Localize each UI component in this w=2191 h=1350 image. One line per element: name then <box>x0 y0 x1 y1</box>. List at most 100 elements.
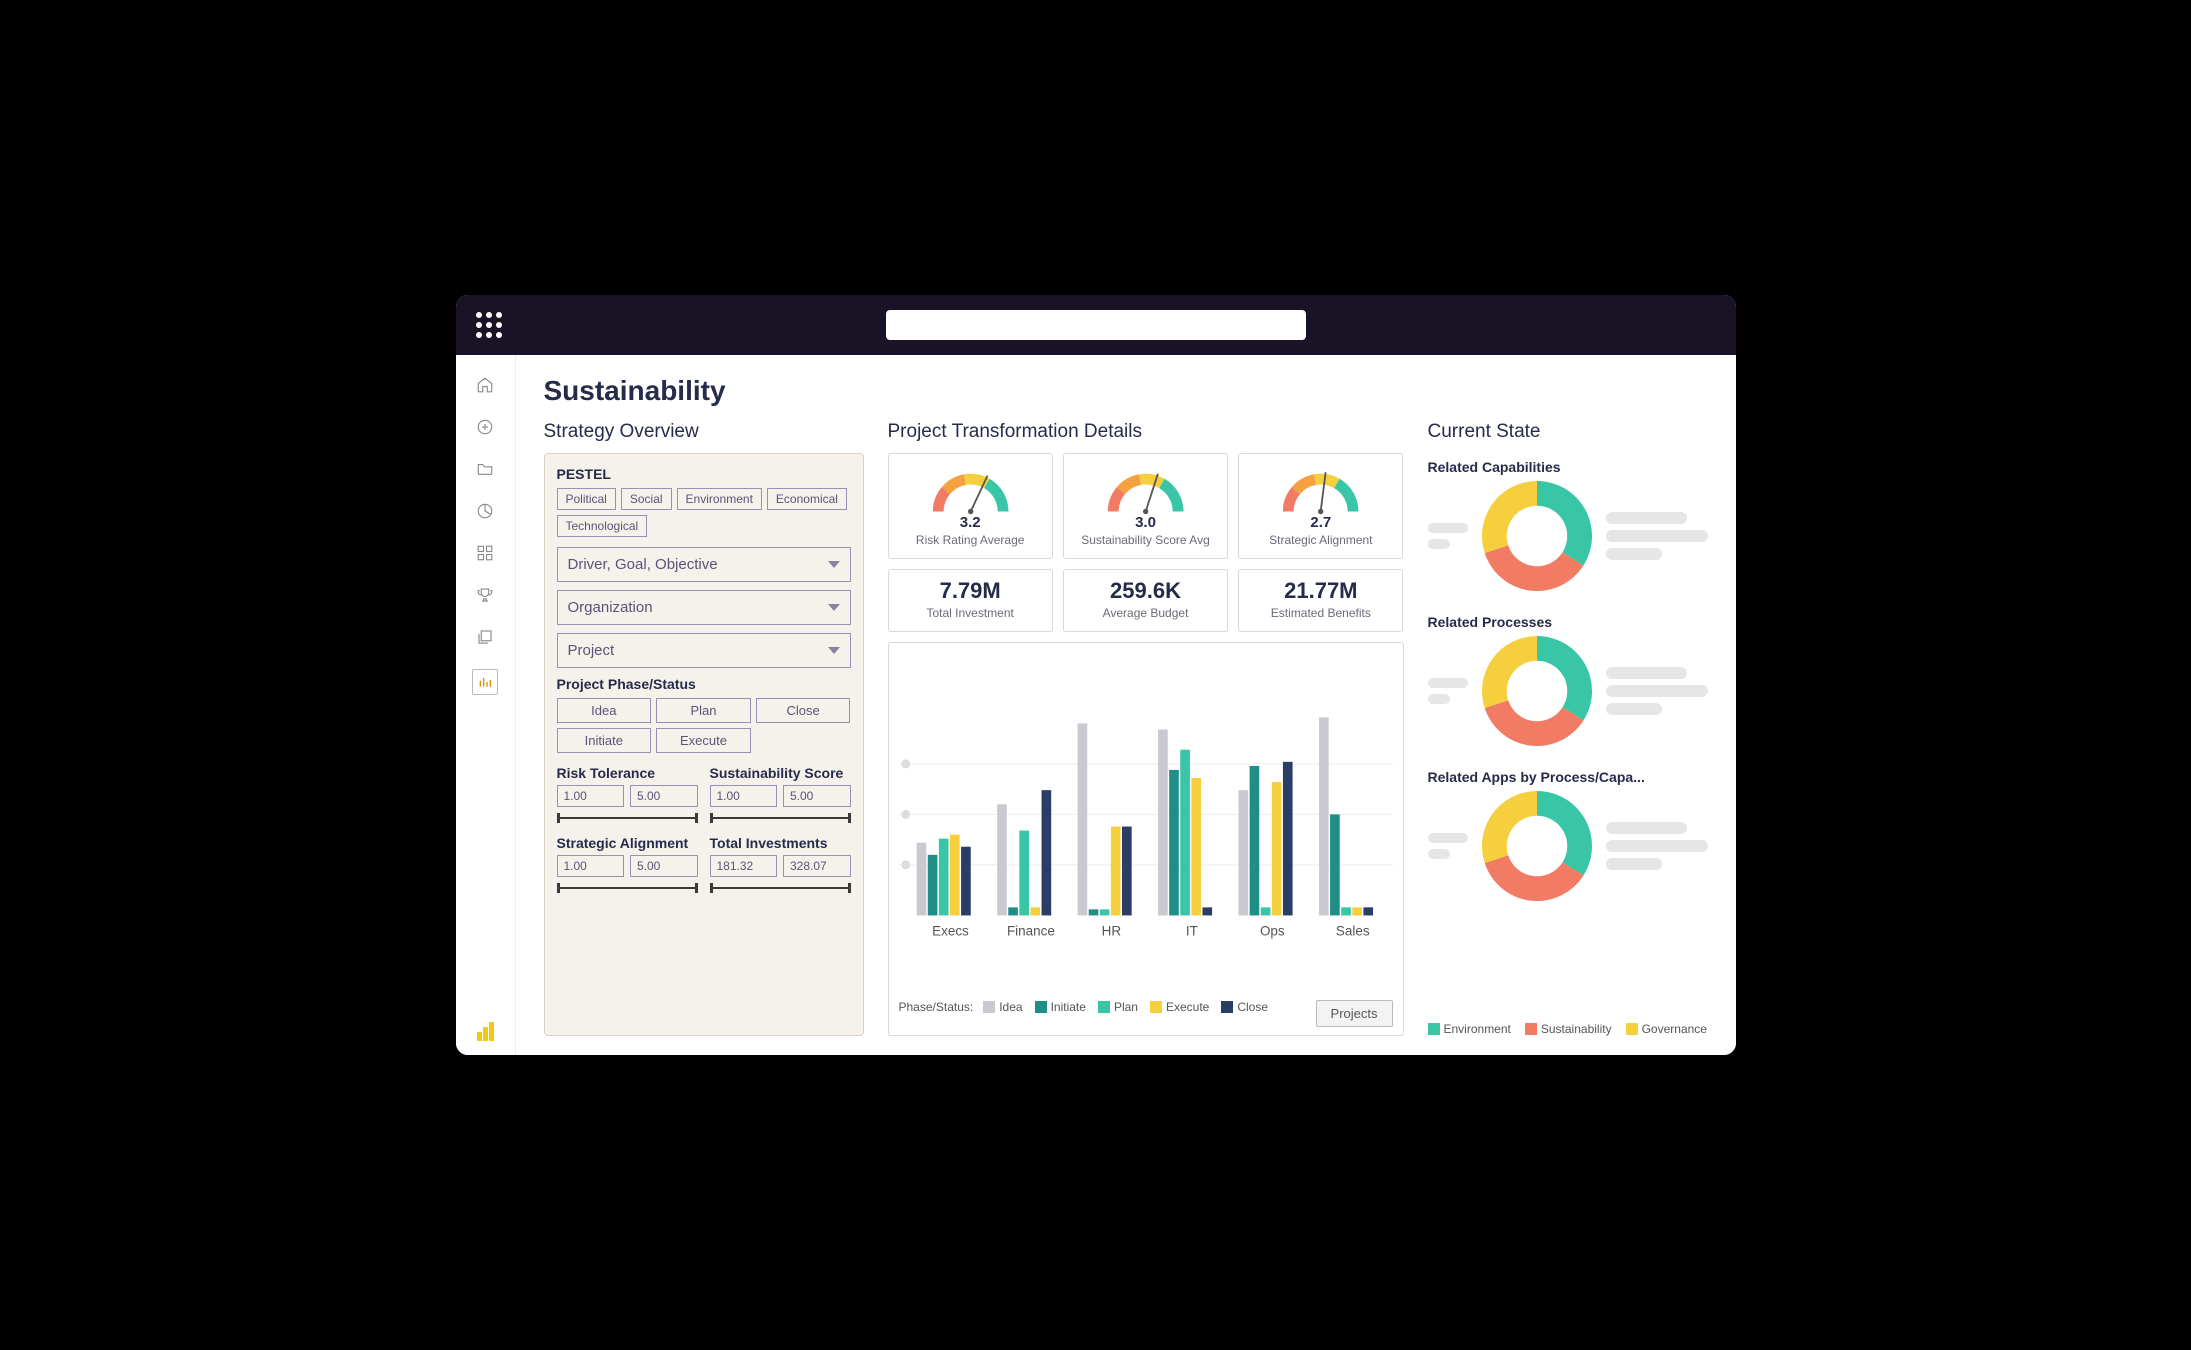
phase-button[interactable]: Close <box>756 698 851 723</box>
url-bar[interactable] <box>886 310 1306 340</box>
svg-text:Finance: Finance <box>1006 924 1054 939</box>
dropdown[interactable]: Project <box>557 633 851 668</box>
phase-button[interactable]: Execute <box>656 728 751 753</box>
folder-icon[interactable] <box>475 459 495 479</box>
gauge-label: Sustainability Score Avg <box>1070 533 1221 548</box>
range-block: Total Investments 181.32 328.07 <box>710 835 851 895</box>
legend-item: Plan <box>1098 1000 1138 1014</box>
kpi-value: 21.77M <box>1245 578 1396 604</box>
pestel-pill[interactable]: Technological <box>557 515 648 537</box>
skeleton <box>1428 678 1468 710</box>
phase-button[interactable]: Idea <box>557 698 652 723</box>
pestel-pill[interactable]: Social <box>621 488 672 510</box>
gauges-row: 3.2Risk Rating Average3.0Sustainability … <box>888 453 1404 559</box>
app-window: Sustainability Strategy Overview PESTEL … <box>456 295 1736 1055</box>
legend-item: Execute <box>1150 1000 1209 1014</box>
donut-section: Related Capabilities <box>1428 453 1708 608</box>
kpi-label: Average Budget <box>1070 606 1221 621</box>
sidebar <box>456 355 516 1055</box>
phase-button[interactable]: Plan <box>656 698 751 723</box>
trophy-icon[interactable] <box>475 585 495 605</box>
legend-item: Sustainability <box>1525 1022 1612 1036</box>
donut-chart <box>1482 481 1592 596</box>
skeleton <box>1428 833 1468 865</box>
donut-section-title: Related Processes <box>1428 614 1708 630</box>
gauge-card: 3.2Risk Rating Average <box>888 453 1053 559</box>
pestel-pill[interactable]: Economical <box>767 488 847 510</box>
stack-icon[interactable] <box>475 627 495 647</box>
donut-chart <box>1482 636 1592 751</box>
gauge-label: Strategic Alignment <box>1245 533 1396 548</box>
range-slider[interactable] <box>710 881 851 895</box>
kpi-value: 7.79M <box>895 578 1046 604</box>
legend-items: IdeaInitiatePlanExecuteClose <box>983 1000 1268 1014</box>
current-title: Current State <box>1428 421 1708 443</box>
range-max[interactable]: 328.07 <box>783 855 851 877</box>
svg-text:HR: HR <box>1101 924 1121 939</box>
strategy-column: Strategy Overview PESTEL PoliticalSocial… <box>544 421 864 1036</box>
donut-section-title: Related Apps by Process/Capa... <box>1428 769 1708 785</box>
svg-text:Ops: Ops <box>1259 924 1284 939</box>
skeleton <box>1606 667 1708 721</box>
strategy-panel: PESTEL PoliticalSocialEnvironmentEconomi… <box>544 453 864 1036</box>
dropdown[interactable]: Driver, Goal, Objective <box>557 547 851 582</box>
range-slider[interactable] <box>557 881 698 895</box>
gauge-card: 2.7 Strategic Alignment <box>1238 453 1403 559</box>
svg-text:Sales: Sales <box>1335 924 1369 939</box>
legend-title: Phase/Status: <box>899 1000 974 1014</box>
donut-section: Related Apps by Process/Capa... <box>1428 763 1708 918</box>
range-slider[interactable] <box>557 811 698 825</box>
range-max[interactable]: 5.00 <box>630 785 698 807</box>
phase-label: Project Phase/Status <box>557 676 851 692</box>
app-grid-icon[interactable] <box>476 312 502 338</box>
chevron-down-icon <box>828 604 840 611</box>
svg-text:Execs: Execs <box>932 924 969 939</box>
apps-icon[interactable] <box>475 543 495 563</box>
kpi-label: Estimated Benefits <box>1245 606 1396 621</box>
range-block: Strategic Alignment 1.00 5.00 <box>557 835 698 895</box>
pestel-pill[interactable]: Environment <box>677 488 762 510</box>
legend-item: Environment <box>1428 1022 1511 1036</box>
home-icon[interactable] <box>475 375 495 395</box>
pestel-pill[interactable]: Political <box>557 488 616 510</box>
add-icon[interactable] <box>475 417 495 437</box>
kpi-card: 7.79M Total Investment <box>888 569 1053 632</box>
pestel-row: PoliticalSocialEnvironmentEconomical Tech… <box>557 488 851 537</box>
chevron-down-icon <box>828 561 840 568</box>
svg-text:IT: IT <box>1185 924 1197 939</box>
chevron-down-icon <box>828 647 840 654</box>
legend-item: Idea <box>983 1000 1022 1014</box>
range-max[interactable]: 5.00 <box>630 855 698 877</box>
phase-button[interactable]: Initiate <box>557 728 652 753</box>
titlebar <box>456 295 1736 355</box>
chart-icon[interactable] <box>472 669 498 695</box>
dropdowns: Driver, Goal, Objective Organization Proje… <box>557 547 851 668</box>
range-label: Strategic Alignment <box>557 835 698 851</box>
legend-item: Governance <box>1626 1022 1707 1036</box>
strategy-title: Strategy Overview <box>544 421 864 443</box>
kpis-row: 7.79M Total Investment 259.6K Average Budge… <box>888 569 1404 632</box>
pestel-label: PESTEL <box>557 466 851 482</box>
range-min[interactable]: 1.00 <box>710 785 778 807</box>
range-block: Risk Tolerance 1.00 5.00 <box>557 765 698 825</box>
page-title: Sustainability <box>544 375 1708 407</box>
kpi-label: Total Investment <box>895 606 1046 621</box>
gauge-value: 2.7 <box>1245 514 1396 531</box>
range-min[interactable]: 181.32 <box>710 855 778 877</box>
kpi-card: 21.77M Estimated Benefits <box>1238 569 1403 632</box>
range-block: Sustainability Score 1.00 5.00 <box>710 765 851 825</box>
kpi-value: 259.6K <box>1070 578 1221 604</box>
range-slider[interactable] <box>710 811 851 825</box>
projects-button[interactable]: Projects <box>1316 1000 1393 1027</box>
legend-item: Initiate <box>1035 1000 1086 1014</box>
range-min[interactable]: 1.00 <box>557 855 625 877</box>
phase-grid: IdeaPlanClose InitiateExecute <box>557 698 851 753</box>
pie-icon[interactable] <box>475 501 495 521</box>
current-column: Current State Related Capabilities Relat… <box>1428 421 1708 1036</box>
range-min[interactable]: 1.00 <box>557 785 625 807</box>
dropdown[interactable]: Organization <box>557 590 851 625</box>
range-row: Strategic Alignment 1.00 5.00 Total Inve… <box>557 835 851 895</box>
chart-legend: Phase/Status: IdeaInitiatePlanExecuteClo… <box>899 1000 1393 1027</box>
range-label: Risk Tolerance <box>557 765 698 781</box>
range-max[interactable]: 5.00 <box>783 785 851 807</box>
